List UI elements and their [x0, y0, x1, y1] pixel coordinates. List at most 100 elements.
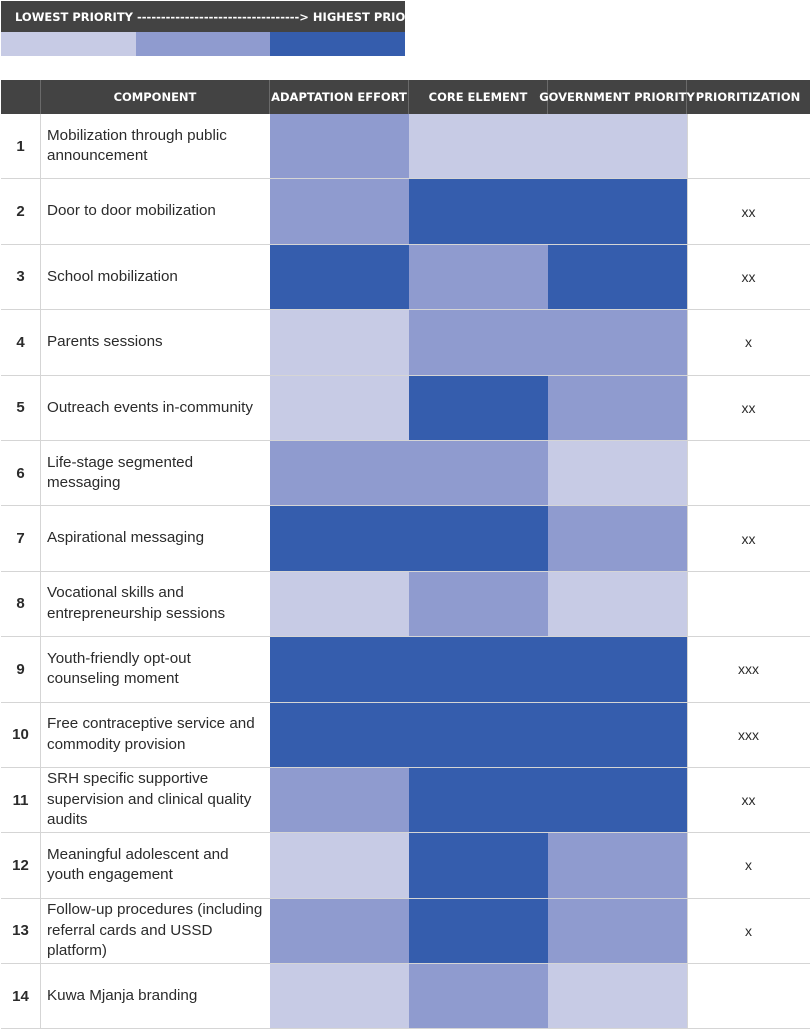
table-row: 5 Outreach events in-community xx: [1, 375, 810, 441]
table-row: 8 Vocational skills and entrepreneurship …: [1, 571, 810, 638]
component-name: Free contraceptive service and commodity…: [47, 715, 255, 753]
adaptation-effort-cell: [270, 767, 409, 833]
row-number: 3: [1, 244, 41, 310]
row-number: 7: [1, 506, 41, 571]
table-body: 1 Mobilization through public announcemen…: [1, 114, 810, 1030]
component-name: School mobilization: [47, 267, 178, 285]
core-element-cell: [409, 571, 548, 637]
row-number: 12: [1, 833, 41, 898]
component-name: Life-stage segmented messaging: [47, 453, 194, 492]
adaptation-effort-cell: [270, 702, 409, 767]
row-number: 10: [1, 702, 41, 767]
government-priority-cell: [548, 375, 687, 440]
core-element-cell: [409, 833, 548, 898]
priority-table: COMPONENT ADAPTATION EFFORT CORE ELEMENT…: [1, 80, 810, 1030]
table-row: 12 Meaningful adolescent and youth engage…: [1, 833, 810, 899]
component-name: Aspirational messaging: [47, 529, 205, 547]
government-priority-cell: [548, 833, 687, 898]
government-priority-cell: [548, 440, 687, 506]
core-element-cell: [409, 114, 548, 179]
adaptation-effort-cell: [270, 964, 409, 1029]
government-priority-cell: [548, 114, 687, 179]
table-row: 7 Aspirational messaging xx: [1, 506, 810, 572]
component-name: Outreach events in-community: [47, 398, 253, 416]
core-element-cell: [409, 179, 548, 244]
row-number: 1: [1, 114, 41, 179]
priority-legend: LOWEST PRIORITY ------------------------…: [1, 1, 435, 56]
legend-scale: [1, 32, 406, 56]
row-number: 6: [1, 440, 41, 506]
component-name: Mobilization through public announcement: [47, 126, 227, 165]
table-row: 1 Mobilization through public announcemen…: [1, 114, 810, 180]
table-row: 3 School mobilization xx: [1, 244, 810, 311]
prioritization-cell: xx: [687, 375, 809, 440]
row-number: 4: [1, 310, 41, 375]
government-priority-cell: [548, 898, 687, 964]
component-name: SRH specific supportive supervision and …: [47, 770, 252, 829]
table-row: 6 Life-stage segmented messaging: [1, 440, 810, 507]
core-element-cell: [409, 702, 548, 767]
header-core-element: CORE ELEMENT: [409, 80, 548, 114]
prioritization-cell: [687, 571, 809, 637]
header-number: [1, 80, 41, 114]
prioritization-cell: [687, 114, 809, 179]
adaptation-effort-cell: [270, 571, 409, 637]
table-row: 9 Youth-friendly opt-out counseling momen…: [1, 637, 810, 703]
adaptation-effort-cell: [270, 179, 409, 244]
prioritization-cell: x: [687, 898, 809, 964]
government-priority-cell: [548, 571, 687, 637]
government-priority-cell: [548, 767, 687, 833]
government-priority-cell: [548, 964, 687, 1029]
government-priority-cell: [548, 179, 687, 244]
core-element-cell: [409, 767, 548, 833]
table-row: 11 SRH specific supportive supervision an…: [1, 767, 810, 834]
table-header-row: COMPONENT ADAPTATION EFFORT CORE ELEMENT…: [1, 80, 810, 114]
table-row: 10 Free contraceptive service and commodi…: [1, 702, 810, 768]
header-prioritization: PRIORITIZATION: [695, 90, 801, 104]
table-row: 13 Follow-up procedures (including referr…: [1, 898, 810, 965]
core-element-cell: [409, 637, 548, 702]
core-element-cell: [409, 310, 548, 375]
table-row: 4 Parents sessions x: [1, 310, 810, 376]
row-number: 8: [1, 571, 41, 637]
table-row: 2 Door to door mobilization xx: [1, 179, 810, 245]
adaptation-effort-cell: [270, 114, 409, 179]
component-name: Vocational skills and entrepreneurship s…: [47, 584, 226, 622]
row-number: 2: [1, 179, 41, 244]
prioritization-cell: [687, 964, 809, 1029]
component-name: Door to door mobilization: [47, 202, 216, 220]
header-government-priority: GOVERNMENT PRIORITY: [539, 80, 695, 114]
government-priority-cell: [548, 506, 687, 571]
adaptation-effort-cell: [270, 637, 409, 702]
government-priority-cell: [548, 310, 687, 375]
prioritization-cell: [687, 440, 809, 506]
row-number: 9: [1, 637, 41, 702]
component-name: Follow-up procedures (including referral…: [47, 901, 263, 960]
adaptation-effort-cell: [270, 506, 409, 571]
government-priority-cell: [548, 244, 687, 310]
prioritization-cell: xx: [687, 179, 809, 244]
prioritization-cell: xx: [687, 767, 809, 833]
adaptation-effort-cell: [270, 310, 409, 375]
prioritization-cell: xx: [687, 244, 809, 310]
header-adaptation-effort: ADAPTATION EFFORT: [270, 80, 409, 114]
legend-label: LOWEST PRIORITY ------------------------…: [1, 1, 435, 32]
core-element-cell: [409, 506, 548, 571]
legend-swatch-low: [1, 32, 136, 56]
component-name: Youth-friendly opt-out counseling moment: [47, 649, 191, 688]
legend-swatch-high: [270, 32, 406, 56]
core-element-cell: [409, 244, 548, 310]
component-name: Kuwa Mjanja branding: [47, 987, 198, 1005]
row-number: 11: [1, 767, 41, 833]
core-element-cell: [409, 964, 548, 1029]
core-element-cell: [409, 375, 548, 440]
component-name: Parents sessions: [47, 333, 163, 351]
prioritization-cell: x: [687, 833, 809, 898]
row-number: 14: [1, 964, 41, 1029]
adaptation-effort-cell: [270, 244, 409, 310]
adaptation-effort-cell: [270, 833, 409, 898]
prioritization-cell: x: [687, 310, 809, 375]
prioritization-cell: xxx: [687, 637, 809, 702]
government-priority-cell: [548, 702, 687, 767]
row-number: 5: [1, 375, 41, 440]
